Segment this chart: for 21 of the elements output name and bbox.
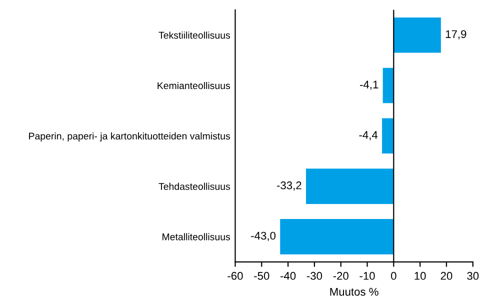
x-axis-title: Muutos % <box>330 288 378 296</box>
data-label: -4,1 <box>360 80 378 90</box>
x-tick-label: -50 <box>254 272 270 280</box>
x-tick-label: -10 <box>360 272 375 280</box>
x-tick-label: 10 <box>414 272 426 280</box>
x-tick-label: 0 <box>391 272 396 280</box>
y-tick-label: Tehdasteollisuus <box>158 182 230 190</box>
data-label: -43,0 <box>251 232 276 241</box>
x-tick-label: -60 <box>228 272 243 280</box>
x-tick-label: -40 <box>280 272 296 280</box>
y-tick-label: Tekstiiliteollisuus <box>158 32 230 39</box>
x-tick-label: -30 <box>306 272 322 280</box>
x-tick-label: -20 <box>333 272 348 280</box>
x-tick-label: 20 <box>440 272 452 280</box>
x-tick-label: 30 <box>467 272 479 280</box>
y-tick-label: Paperin, paperi- ja kartonkituotteiden valmistus <box>29 132 230 142</box>
y-tick-label: Kemianteollisuus <box>158 82 230 90</box>
data-label: 17,9 <box>446 30 466 40</box>
y-tick-label: Metalliteollisuus <box>162 233 230 240</box>
data-label: -4,4 <box>359 131 378 140</box>
data-label: -33,2 <box>276 181 302 191</box>
